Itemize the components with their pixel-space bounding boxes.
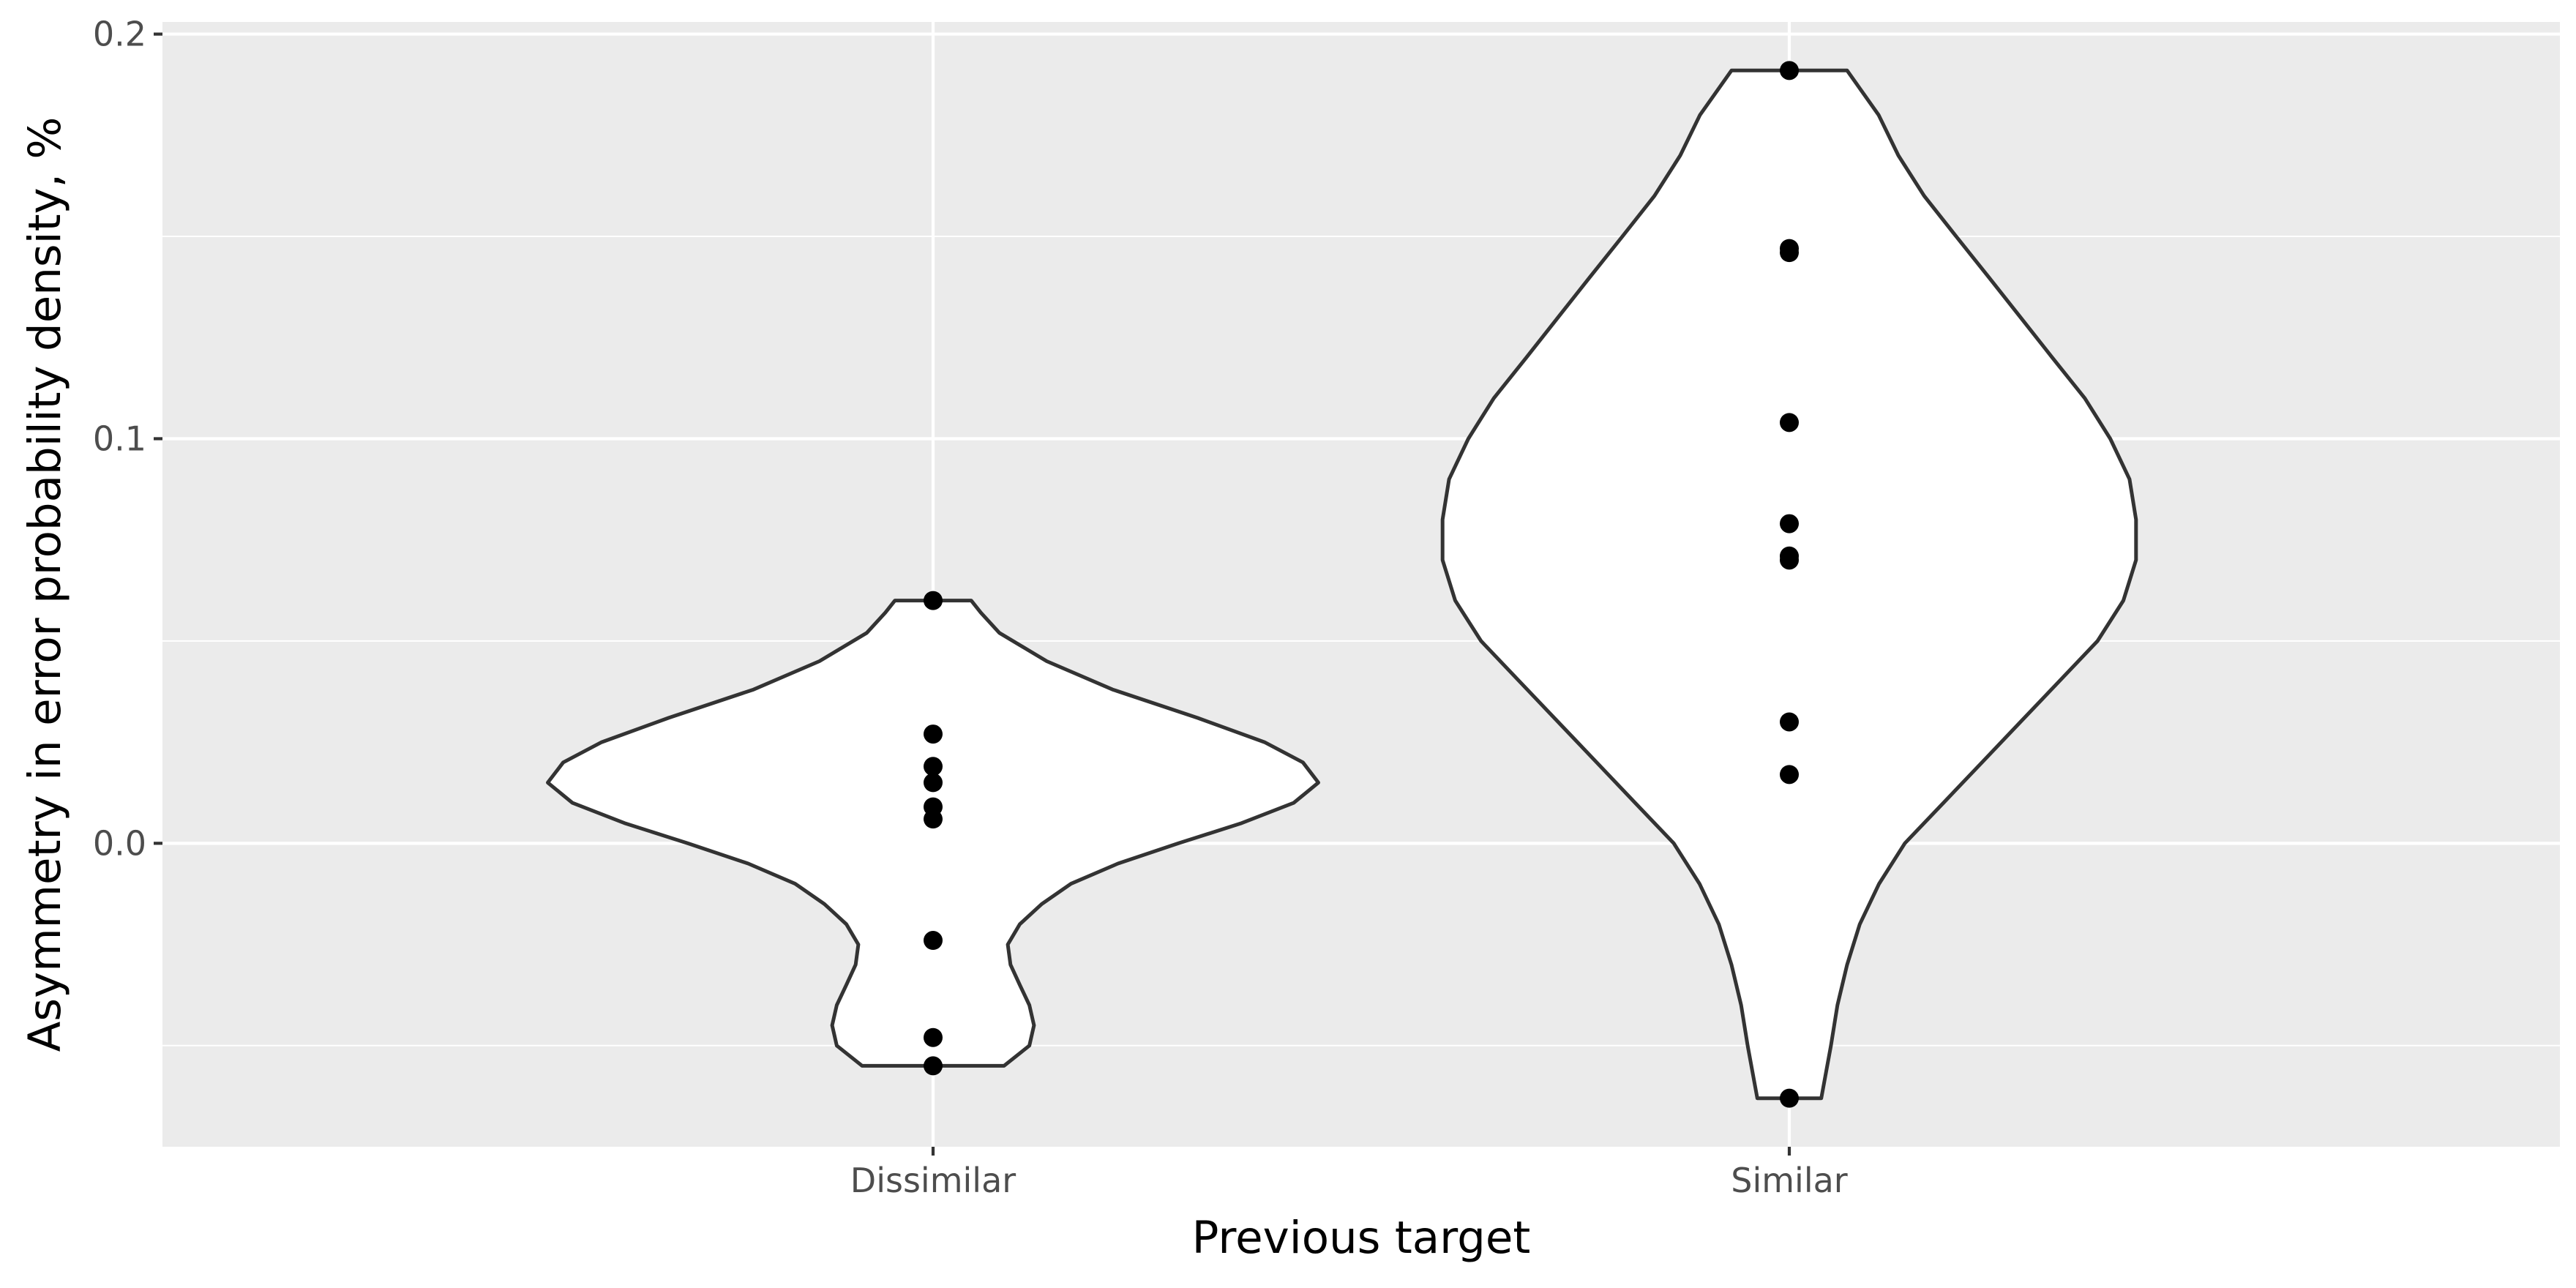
data-point-dissimilar [924,809,943,829]
violin-similar [1440,68,2138,1101]
violins [546,68,2138,1101]
minor-gridlines [162,236,2560,1046]
y-tick-label: 0.2 [93,15,146,54]
data-point-similar [1780,61,1799,80]
data-point-dissimilar [924,931,943,951]
y-axis-ticks: 0.0 0.1 0.2 [93,15,162,863]
plot-panel [162,22,2560,1147]
data-point-similar [1780,1088,1799,1108]
data-point-similar [1780,413,1799,433]
data-point-similar [1780,243,1799,263]
data-point-dissimilar [924,773,943,793]
data-point-dissimilar [924,757,943,776]
x-axis-title: Previous target [1192,1212,1531,1264]
data-points [924,61,1799,1108]
y-tick-label: 0.1 [93,419,146,458]
data-point-dissimilar [924,591,943,610]
data-point-dissimilar [924,724,943,744]
x-tick-label: Similar [1731,1161,1848,1200]
data-point-dissimilar [924,1056,943,1076]
data-point-dissimilar [924,1027,943,1047]
x-tick-label: Dissimilar [850,1161,1016,1200]
data-point-similar [1780,765,1799,785]
y-tick-label: 0.0 [93,823,146,863]
data-point-similar [1780,550,1799,570]
data-point-similar [1780,514,1799,533]
data-point-similar [1780,712,1799,732]
x-axis-ticks: Dissimilar Similar [850,1147,1848,1200]
violin-dissimilar [546,599,1320,1068]
y-axis-title: Asymmetry in error probability density, … [19,117,71,1052]
